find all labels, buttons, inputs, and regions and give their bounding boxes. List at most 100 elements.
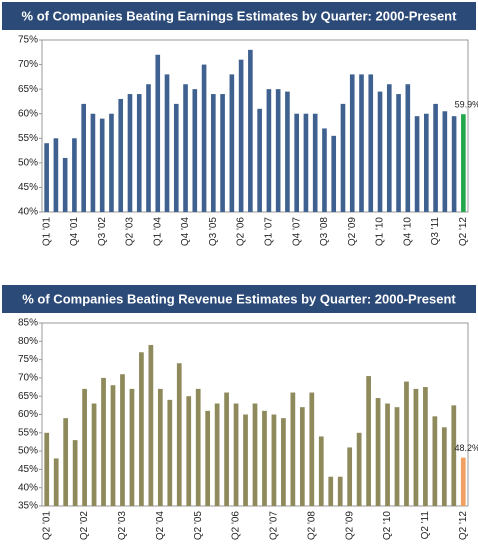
x-tick-label: Q2 '01 — [41, 511, 52, 541]
bar — [44, 432, 50, 506]
y-tick-label: 35% — [18, 501, 38, 512]
y-tick-label: 80% — [18, 336, 38, 347]
bar — [413, 388, 419, 506]
x-tick-label: Q2 '06 — [231, 511, 242, 541]
y-tick-label: 60% — [18, 108, 38, 119]
bar — [299, 407, 305, 506]
title-bar — [2, 285, 476, 313]
bar — [173, 103, 179, 212]
x-tick-label: Q3 '11 — [430, 217, 441, 246]
bar — [385, 403, 390, 506]
x-tick-label: Q1 '10 — [375, 217, 386, 247]
bar — [285, 91, 290, 212]
bar — [155, 54, 161, 212]
bar — [275, 89, 281, 212]
x-tick-label: Q3 '02 — [97, 217, 108, 247]
bar — [262, 410, 267, 506]
bar — [192, 89, 198, 212]
bar — [252, 403, 258, 506]
x-tick-label: Q2 '12 — [458, 217, 469, 247]
bar — [148, 344, 154, 506]
bar — [432, 416, 438, 506]
x-tick-label: Q2 '06 — [236, 217, 247, 247]
x-tick-label: Q2 '02 — [79, 511, 90, 541]
x-tick-label: Q2 '05 — [193, 511, 204, 541]
plot-frame — [41, 39, 469, 213]
bar — [331, 135, 337, 212]
x-tick-label: Q2 '03 — [125, 217, 136, 247]
bar — [318, 436, 324, 506]
y-tick-label: 60% — [18, 409, 38, 420]
y-tick-label: 50% — [18, 157, 38, 168]
bar — [91, 403, 97, 506]
x-tick-label: Q2 '09 — [347, 217, 358, 247]
bar — [414, 116, 420, 212]
y-tick-label: 70% — [18, 59, 38, 70]
bar — [127, 94, 133, 212]
bar — [220, 94, 225, 212]
bar — [396, 94, 401, 212]
y-tick-label: 75% — [18, 35, 38, 46]
bar — [394, 407, 400, 506]
x-tick-label: Q2 '11 — [420, 511, 431, 540]
y-tick-label: 45% — [18, 182, 38, 193]
bar — [120, 374, 125, 506]
y-tick-label: 40% — [18, 207, 38, 218]
y-tick-label: 55% — [18, 133, 38, 144]
x-tick-label: Q1 '07 — [264, 217, 275, 247]
bar — [72, 138, 77, 212]
bar — [72, 440, 78, 506]
bar — [322, 128, 327, 212]
bar — [356, 432, 362, 506]
y-tick-label: 65% — [18, 84, 38, 95]
bar — [347, 447, 353, 506]
bar — [359, 74, 364, 213]
x-tick-label: Q4 '04 — [180, 217, 191, 247]
bar — [101, 377, 106, 506]
bar — [340, 103, 346, 212]
bar — [139, 352, 144, 506]
bar — [201, 64, 207, 212]
y-tick-label: 85% — [18, 318, 38, 329]
bar — [205, 410, 211, 506]
chart-title: % of Companies Beating Revenue Estimates… — [22, 291, 456, 306]
bar — [424, 113, 429, 212]
bar — [451, 405, 457, 506]
bar — [62, 157, 68, 212]
value-label: 48.2% — [455, 443, 478, 453]
bar — [433, 103, 438, 212]
bar — [461, 114, 466, 212]
bar — [238, 59, 244, 213]
bar — [99, 118, 105, 212]
bar — [366, 376, 371, 506]
bar — [157, 388, 163, 506]
bar — [257, 108, 262, 212]
bar — [176, 363, 182, 506]
x-tick-label: Q1 '04 — [152, 217, 163, 247]
x-tick-label: Q2 '10 — [382, 511, 393, 541]
bar — [441, 427, 447, 506]
bar — [328, 476, 334, 506]
bar — [164, 74, 170, 213]
title-bar — [2, 2, 476, 30]
y-tick-label: 55% — [18, 427, 38, 438]
bar — [167, 399, 173, 506]
x-tick-label: Q3 '05 — [208, 217, 219, 247]
bar — [44, 143, 49, 212]
bar — [248, 49, 253, 213]
bar — [90, 113, 96, 212]
bar — [243, 414, 248, 506]
x-tick-label: Q4 '01 — [69, 217, 80, 247]
x-tick-label: Q4 '10 — [402, 217, 413, 247]
bar — [118, 98, 124, 212]
bar — [423, 387, 428, 506]
bar — [53, 138, 59, 212]
bar — [229, 74, 235, 213]
bar — [186, 396, 192, 506]
x-tick-label: Q1 '01 — [41, 217, 52, 247]
x-tick-label: Q2 '03 — [117, 511, 128, 541]
bar — [460, 457, 466, 506]
y-tick-label: 75% — [18, 354, 38, 365]
y-tick-label: 40% — [18, 482, 38, 493]
